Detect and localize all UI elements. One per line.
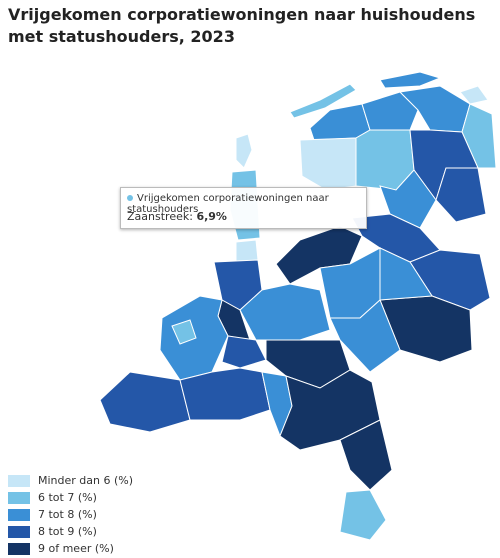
tooltip-value: 6,9%	[196, 210, 227, 223]
region	[239, 283, 331, 341]
legend-label: 7 tot 8 (%)	[38, 508, 97, 521]
region	[339, 419, 393, 491]
legend-swatch	[8, 509, 30, 521]
title: Vrijgekomen corporatiewoningen naar huis…	[8, 5, 476, 46]
region	[235, 133, 253, 169]
tooltip-region: Zaanstreek:	[127, 210, 193, 223]
region	[339, 489, 387, 541]
legend-label: 9 of meer (%)	[38, 542, 114, 555]
legend-item: 9 of meer (%)	[8, 542, 114, 556]
legend-swatch	[8, 526, 30, 538]
tooltip: Vrijgekomen corporatiewoningen naar stat…	[120, 187, 367, 229]
legend-label: Minder dan 6 (%)	[38, 474, 134, 487]
legend-label: 6 tot 7 (%)	[38, 491, 97, 504]
region	[459, 85, 489, 105]
region	[289, 83, 357, 119]
legend-label: 8 tot 9 (%)	[38, 525, 97, 538]
region	[379, 71, 442, 89]
region	[275, 225, 363, 285]
legend-item: 7 tot 8 (%)	[8, 508, 97, 522]
legend-item: 8 tot 9 (%)	[8, 525, 97, 539]
region	[221, 335, 267, 369]
tooltip-row: Zaanstreek: 6,9%	[127, 210, 227, 223]
legend-swatch	[8, 475, 30, 487]
region	[435, 167, 487, 223]
tooltip-series: Vrijgekomen corporatiewoningen naar stat…	[127, 193, 366, 215]
region	[171, 319, 197, 345]
legend-swatch	[8, 492, 30, 504]
legend-item: Minder dan 6 (%)	[8, 474, 133, 488]
region	[99, 371, 191, 433]
legend-item: 6 tot 7 (%)	[8, 491, 97, 505]
region	[461, 103, 497, 169]
region	[299, 137, 357, 191]
regions	[99, 71, 497, 541]
region	[361, 91, 419, 131]
region	[235, 239, 259, 263]
legend-swatch	[8, 543, 30, 555]
